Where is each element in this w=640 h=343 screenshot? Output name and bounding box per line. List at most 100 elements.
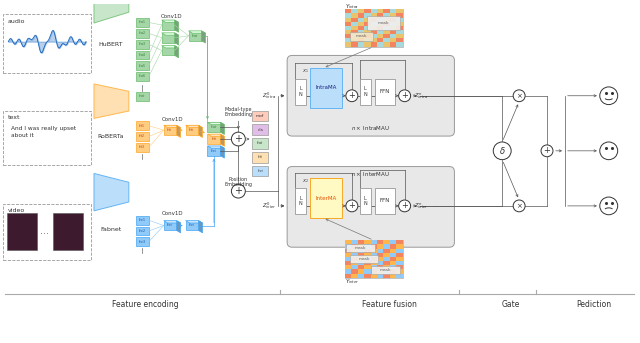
Bar — [136, 226, 148, 235]
Bar — [377, 240, 383, 245]
Polygon shape — [177, 221, 180, 233]
Polygon shape — [220, 134, 225, 146]
Bar — [377, 245, 383, 249]
Circle shape — [493, 142, 511, 160]
Text: about it: about it — [12, 133, 34, 138]
Bar — [390, 26, 396, 30]
Text: Pediction: Pediction — [576, 300, 611, 309]
Bar — [396, 245, 403, 249]
Text: $h_{vi}$: $h_{vi}$ — [257, 167, 264, 175]
Polygon shape — [162, 33, 175, 43]
Text: $h_{ti}$: $h_{ti}$ — [188, 126, 195, 134]
Bar — [390, 261, 396, 265]
Bar — [383, 249, 390, 253]
Bar — [364, 240, 371, 245]
Bar — [377, 34, 383, 38]
Text: Embedding: Embedding — [225, 182, 252, 187]
Bar — [377, 253, 383, 257]
Bar — [351, 253, 358, 257]
Polygon shape — [186, 125, 198, 135]
Text: Gate: Gate — [502, 300, 520, 309]
Text: Position: Position — [228, 177, 248, 182]
Bar — [383, 17, 390, 22]
Bar — [390, 22, 396, 26]
Bar — [345, 249, 351, 253]
Text: $h_{a3}$: $h_{a3}$ — [138, 40, 147, 48]
Polygon shape — [164, 125, 177, 135]
Bar — [377, 261, 383, 265]
Text: L
N: L N — [299, 86, 303, 97]
Bar — [252, 166, 268, 176]
Bar — [371, 261, 377, 265]
Bar — [396, 34, 403, 38]
Bar — [295, 188, 306, 214]
Bar — [345, 38, 351, 43]
Bar — [351, 257, 358, 261]
Bar — [136, 132, 148, 141]
Bar — [371, 26, 377, 30]
Polygon shape — [94, 174, 129, 211]
Bar — [136, 72, 148, 81]
Bar — [351, 240, 358, 245]
Bar — [390, 13, 396, 17]
Bar — [358, 261, 364, 265]
FancyBboxPatch shape — [287, 167, 454, 247]
Text: $X_2$: $X_2$ — [302, 178, 309, 185]
Bar — [396, 22, 403, 26]
Bar — [390, 265, 396, 269]
Polygon shape — [207, 122, 220, 132]
Bar — [383, 22, 390, 26]
Bar — [390, 273, 396, 278]
Bar — [358, 9, 364, 13]
Text: $h_{vi}$: $h_{vi}$ — [188, 222, 195, 229]
Bar — [383, 13, 390, 17]
Bar — [136, 29, 148, 38]
Bar — [346, 244, 375, 252]
Text: +: + — [401, 91, 408, 100]
Bar — [377, 30, 383, 34]
Bar — [351, 26, 358, 30]
Text: L
N: L N — [364, 86, 367, 97]
Bar — [390, 253, 396, 257]
Bar — [358, 22, 364, 26]
Bar — [252, 110, 268, 121]
Polygon shape — [207, 134, 225, 137]
Text: $h_{ti}$: $h_{ti}$ — [211, 135, 218, 143]
Text: Fabnet: Fabnet — [100, 227, 122, 232]
Bar — [252, 124, 268, 135]
Bar — [371, 265, 377, 269]
Bar — [136, 237, 148, 246]
Text: $X_1$: $X_1$ — [302, 67, 309, 75]
Bar — [136, 92, 148, 101]
Bar — [371, 38, 377, 43]
Bar — [364, 261, 371, 265]
Bar — [345, 269, 351, 273]
Bar — [377, 13, 383, 17]
Bar — [375, 188, 395, 214]
Polygon shape — [207, 134, 220, 144]
Bar — [351, 30, 358, 34]
Bar — [377, 269, 383, 273]
Bar — [383, 240, 390, 245]
Bar — [345, 30, 351, 34]
Text: HuBERT: HuBERT — [99, 42, 123, 47]
Bar — [383, 30, 390, 34]
Text: Feature fusion: Feature fusion — [362, 300, 417, 309]
Bar — [345, 9, 351, 13]
Bar — [367, 16, 401, 30]
Bar — [351, 265, 358, 269]
Polygon shape — [162, 20, 175, 30]
Text: $h_{at}$: $h_{at}$ — [256, 140, 264, 147]
Text: RoBERTa: RoBERTa — [98, 133, 124, 139]
Bar — [358, 34, 364, 38]
Bar — [364, 249, 371, 253]
Polygon shape — [94, 0, 129, 23]
Bar — [358, 30, 364, 34]
Bar — [53, 213, 83, 250]
Bar — [136, 143, 148, 152]
Bar — [396, 17, 403, 22]
Text: $n \times$ InterMAU: $n \times$ InterMAU — [351, 170, 390, 178]
Circle shape — [232, 132, 245, 146]
Text: Feature encoding: Feature encoding — [113, 300, 179, 309]
Bar — [358, 249, 364, 253]
